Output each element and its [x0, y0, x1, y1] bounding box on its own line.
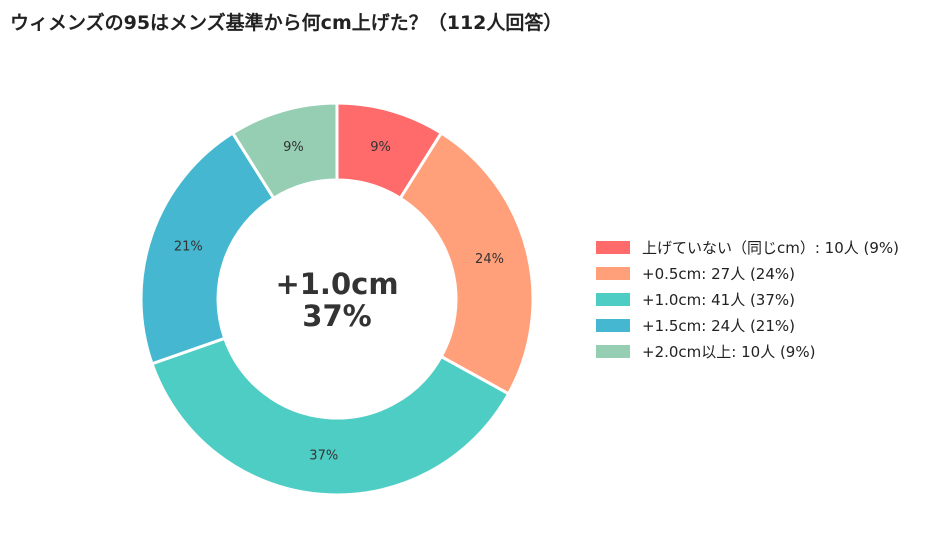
center-label-percent: 37%	[302, 299, 371, 333]
donut-slice-4	[230, 101, 339, 201]
legend-item-4: +2.0cm以上: 10人 (9%)	[596, 338, 899, 364]
legend-swatch	[596, 318, 630, 332]
legend-item-3: +1.5cm: 24人 (21%)	[596, 312, 899, 338]
chart-legend: 上げていない（同じcm）: 10人 (9%) +0.5cm: 27人 (24%) +…	[596, 234, 899, 364]
donut-slice-1	[398, 130, 535, 396]
slice-value-label-0: 9%	[370, 140, 391, 155]
slice-value-label-1: 24%	[475, 252, 504, 267]
legend-label: 上げていない（同じcm）: 10人 (9%)	[642, 238, 900, 257]
slice-value-label-3: 21%	[174, 239, 203, 254]
legend-item-2: +1.0cm: 41人 (37%)	[596, 286, 899, 312]
donut-slice-3	[139, 130, 276, 366]
legend-label: +1.5cm: 24人 (21%)	[642, 316, 796, 335]
legend-item-1: +0.5cm: 27人 (24%)	[596, 260, 899, 286]
center-label-category: +1.0cm	[275, 267, 398, 301]
legend-item-0: 上げていない（同じcm）: 10人 (9%)	[596, 234, 899, 260]
slice-value-label-4: 9%	[283, 140, 304, 155]
donut-slice-2	[150, 336, 511, 497]
legend-swatch	[596, 292, 630, 306]
slice-value-label-2: 37%	[309, 448, 338, 463]
legend-swatch	[596, 344, 630, 358]
chart-title: ウィメンズの95はメンズ基準から何cm上げた？（112人回答）	[10, 12, 563, 34]
legend-label: +1.0cm: 41人 (37%)	[642, 290, 796, 309]
legend-swatch	[596, 240, 630, 254]
legend-swatch	[596, 266, 630, 280]
legend-label: +2.0cm以上: 10人 (9%)	[642, 342, 816, 361]
legend-label: +0.5cm: 27人 (24%)	[642, 264, 796, 283]
